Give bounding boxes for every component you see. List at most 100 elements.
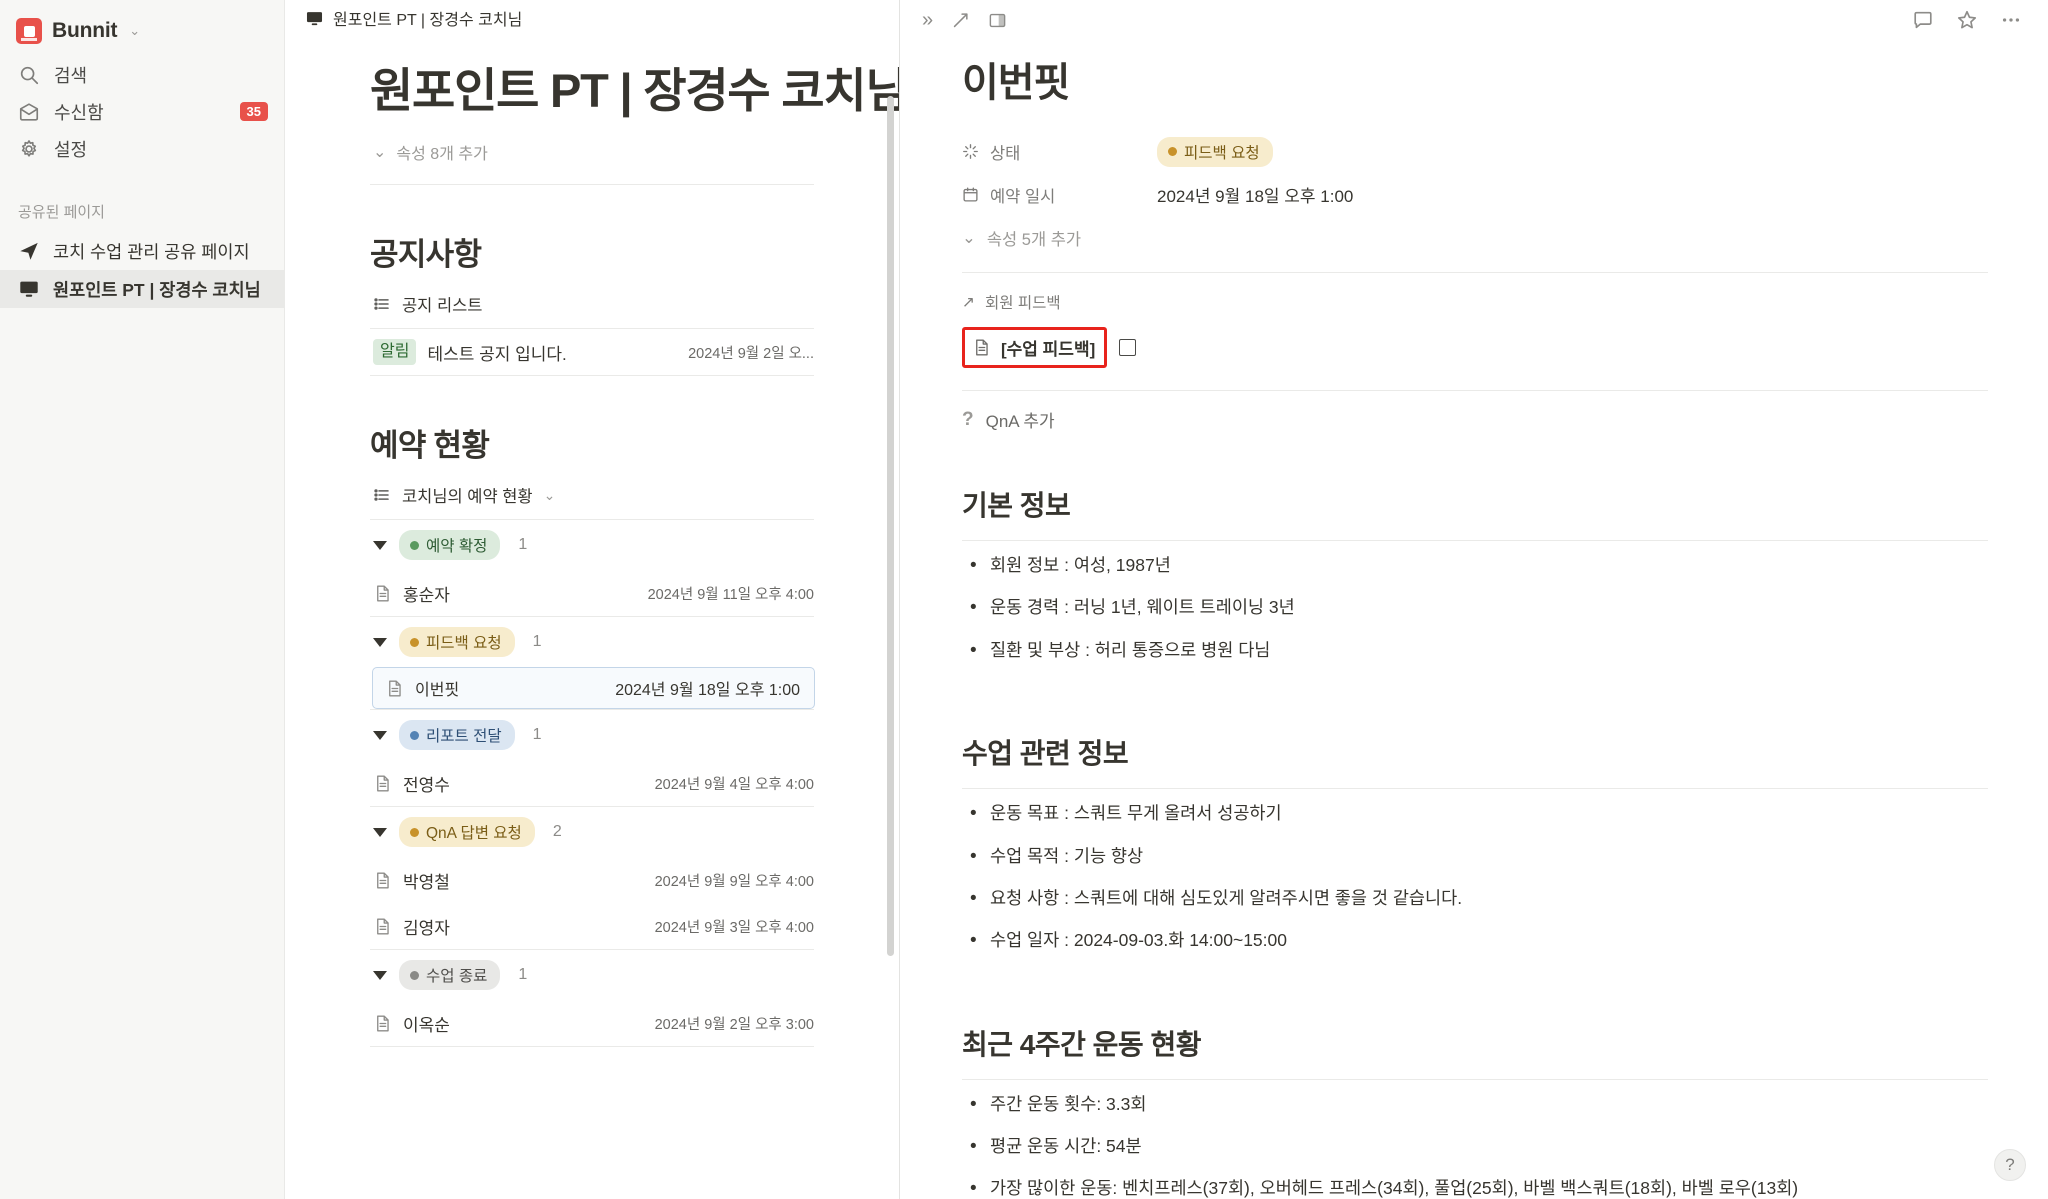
- notice-row[interactable]: 알림 테스트 공지 입니다. 2024년 9월 2일 오...: [285, 329, 899, 375]
- group-count: 2: [552, 823, 562, 841]
- chevron-down-icon[interactable]: ⌄: [543, 486, 556, 503]
- property-key[interactable]: 예약 일시: [962, 183, 1157, 207]
- workspace-switcher[interactable]: Bunnit ⌄: [0, 10, 284, 52]
- booking-group: 수업 종료 1 이옥순 2024년 9월 2일 오후 3:00: [285, 950, 899, 1048]
- booking-row-name: 이번핏: [415, 682, 460, 700]
- divider: [962, 272, 1988, 273]
- sidebar-item-search[interactable]: 검색: [0, 56, 284, 93]
- section-bullet-list: 주간 운동 횟수: 3.3회평균 운동 시간: 54분가장 많이한 운동: 벤치…: [962, 1086, 1988, 1199]
- booking-heading: 예약 현황: [370, 428, 490, 464]
- document-icon: [389, 680, 401, 697]
- divider: [370, 949, 814, 951]
- group-status-badge[interactable]: QnA 답변 요청: [399, 817, 535, 848]
- expand-arrow-icon[interactable]: [951, 11, 970, 30]
- help-button[interactable]: ?: [1994, 1149, 2026, 1181]
- collapse-panel-icon[interactable]: »: [922, 8, 934, 31]
- sidebar-item-inbox[interactable]: 수신함 35: [0, 93, 284, 130]
- property-row-datetime: 예약 일시 2024년 9월 18일 오후 1:00: [962, 173, 1988, 216]
- add-properties-toggle[interactable]: ⌄ 속성 8개 추가: [285, 118, 899, 164]
- booking-row[interactable]: 이옥순 2024년 9월 2일 오후 3:00: [285, 1000, 899, 1046]
- center-body: 원포인트 PT | 장경수 코치님 ⌄ 속성 8개 추가 공지사항 공지 리스트…: [285, 36, 899, 1199]
- booking-row[interactable]: 김영자 2024년 9월 3일 오후 4:00: [285, 903, 899, 949]
- sidebar-page-onepoint-pt[interactable]: 원포인트 PT | 장경수 코치님: [0, 270, 284, 308]
- booking-row-name: 이옥순: [403, 1015, 450, 1035]
- collapse-toggle-icon[interactable]: [373, 730, 387, 740]
- booking-row[interactable]: 전영수 2024년 9월 4일 오후 4:00: [285, 760, 899, 806]
- property-key-label: 예약 일시: [990, 187, 1056, 206]
- bullet-item: 평균 운동 시간: 54분: [962, 1133, 1988, 1161]
- feedback-checkbox[interactable]: [1119, 339, 1137, 356]
- status-dot-icon: [410, 827, 419, 837]
- side-peek-icon[interactable]: [988, 11, 1007, 30]
- inbox-badge: 35: [239, 101, 268, 122]
- status-dot-icon: [410, 730, 419, 740]
- relation-item-label[interactable]: [수업 피드백]: [1001, 340, 1096, 359]
- center-scrollbar[interactable]: [887, 96, 894, 1176]
- booking-database-header[interactable]: 코치님의 예약 현황 ⌄: [285, 465, 899, 519]
- group-status-badge[interactable]: 리포트 전달: [399, 720, 515, 751]
- chevron-down-icon: ⌄: [962, 229, 976, 247]
- divider: [962, 390, 1988, 391]
- list-icon: [374, 489, 389, 501]
- workspace-name: Bunnit: [52, 19, 118, 42]
- star-icon[interactable]: [1956, 9, 1978, 31]
- booking-group-header: 수업 종료 1: [285, 950, 899, 1000]
- group-count: 1: [518, 966, 528, 984]
- add-qna-button[interactable]: ? QnA 추가: [962, 391, 1988, 432]
- group-status-badge[interactable]: 수업 종료: [399, 960, 501, 991]
- notice-database-header[interactable]: 공지 리스트: [285, 274, 899, 328]
- booking-row[interactable]: 이번핏 2024년 9월 18일 오후 1:00: [372, 667, 815, 710]
- booking-row-name: 박영철: [403, 872, 450, 892]
- booking-group: 예약 확정 1 홍순자 2024년 9월 11일 오후 4:00: [285, 520, 899, 618]
- group-status-label: 예약 확정: [426, 538, 488, 556]
- booking-group-header: QnA 답변 요청 2: [285, 807, 899, 857]
- comment-icon[interactable]: [1912, 9, 1934, 31]
- property-key[interactable]: 상태: [962, 140, 1157, 164]
- page-title: 원포인트 PT | 장경수 코치님: [370, 64, 899, 117]
- bullet-item: 가장 많이한 운동: 벤치프레스(37회), 오버헤드 프레스(34회), 풀업…: [962, 1175, 1988, 1199]
- booking-row[interactable]: 박영철 2024년 9월 9일 오후 4:00: [285, 857, 899, 903]
- sidebar-page-coach-shared[interactable]: 코치 수업 관리 공유 페이지: [0, 232, 284, 270]
- booking-row[interactable]: 홍순자 2024년 9월 11일 오후 4:00: [285, 570, 899, 616]
- group-status-label: QnA 답변 요청: [426, 825, 522, 843]
- property-value-datetime[interactable]: 2024년 9월 18일 오후 1:00: [1157, 187, 1354, 206]
- divider: [370, 375, 814, 377]
- right-toolbar: »: [900, 0, 2048, 40]
- chevron-down-icon: ⌄: [129, 23, 141, 38]
- more-options-icon[interactable]: [2000, 9, 2022, 31]
- collapse-toggle-icon[interactable]: [373, 970, 387, 980]
- right-detail-panel: »: [900, 0, 2048, 1199]
- collapse-toggle-icon[interactable]: [373, 637, 387, 647]
- detail-title: 이번핏: [962, 61, 1070, 105]
- section-heading: 최근 4주간 운동 현황: [962, 1028, 1202, 1060]
- booking-row-date: 2024년 9월 9일 오후 4:00: [654, 873, 814, 890]
- document-icon: [377, 918, 389, 935]
- add-properties-toggle[interactable]: ⌄ 속성 5개 추가: [962, 216, 1988, 260]
- group-status-label: 수업 종료: [426, 968, 488, 986]
- add-qna-label: QnA 추가: [985, 412, 1055, 431]
- booking-row-name: 전영수: [403, 775, 450, 795]
- status-badge[interactable]: 피드백 요청: [1157, 136, 1273, 167]
- divider: [370, 806, 814, 808]
- section-heading: 기본 정보: [962, 490, 1071, 521]
- inbox-icon: [19, 102, 39, 121]
- notice-text: 테스트 공지 입니다.: [427, 344, 567, 364]
- group-status-badge[interactable]: 예약 확정: [399, 530, 501, 561]
- divider: [370, 519, 814, 521]
- scrollbar-thumb[interactable]: [887, 96, 894, 956]
- bullet-item: 수업 목적 : 기능 향상: [962, 842, 1988, 870]
- group-status-badge[interactable]: 피드백 요청: [399, 627, 515, 658]
- divider: [370, 616, 814, 618]
- status-dot-icon: [410, 970, 419, 980]
- breadcrumb-label: 원포인트 PT | 장경수 코치님: [333, 12, 523, 29]
- sidebar-page-label: 원포인트 PT | 장경수 코치님: [53, 279, 261, 300]
- bullet-item: 주간 운동 횟수: 3.3회: [962, 1091, 1988, 1119]
- breadcrumb[interactable]: 원포인트 PT | 장경수 코치님: [305, 6, 522, 30]
- sidebar-item-settings[interactable]: 설정: [0, 130, 284, 167]
- shared-pages-label: 공유된 페이지: [18, 204, 105, 221]
- add-properties-label: 속성 5개 추가: [986, 231, 1082, 249]
- calendar-icon: [963, 187, 978, 202]
- collapse-toggle-icon[interactable]: [373, 540, 387, 550]
- collapse-toggle-icon[interactable]: [373, 827, 387, 837]
